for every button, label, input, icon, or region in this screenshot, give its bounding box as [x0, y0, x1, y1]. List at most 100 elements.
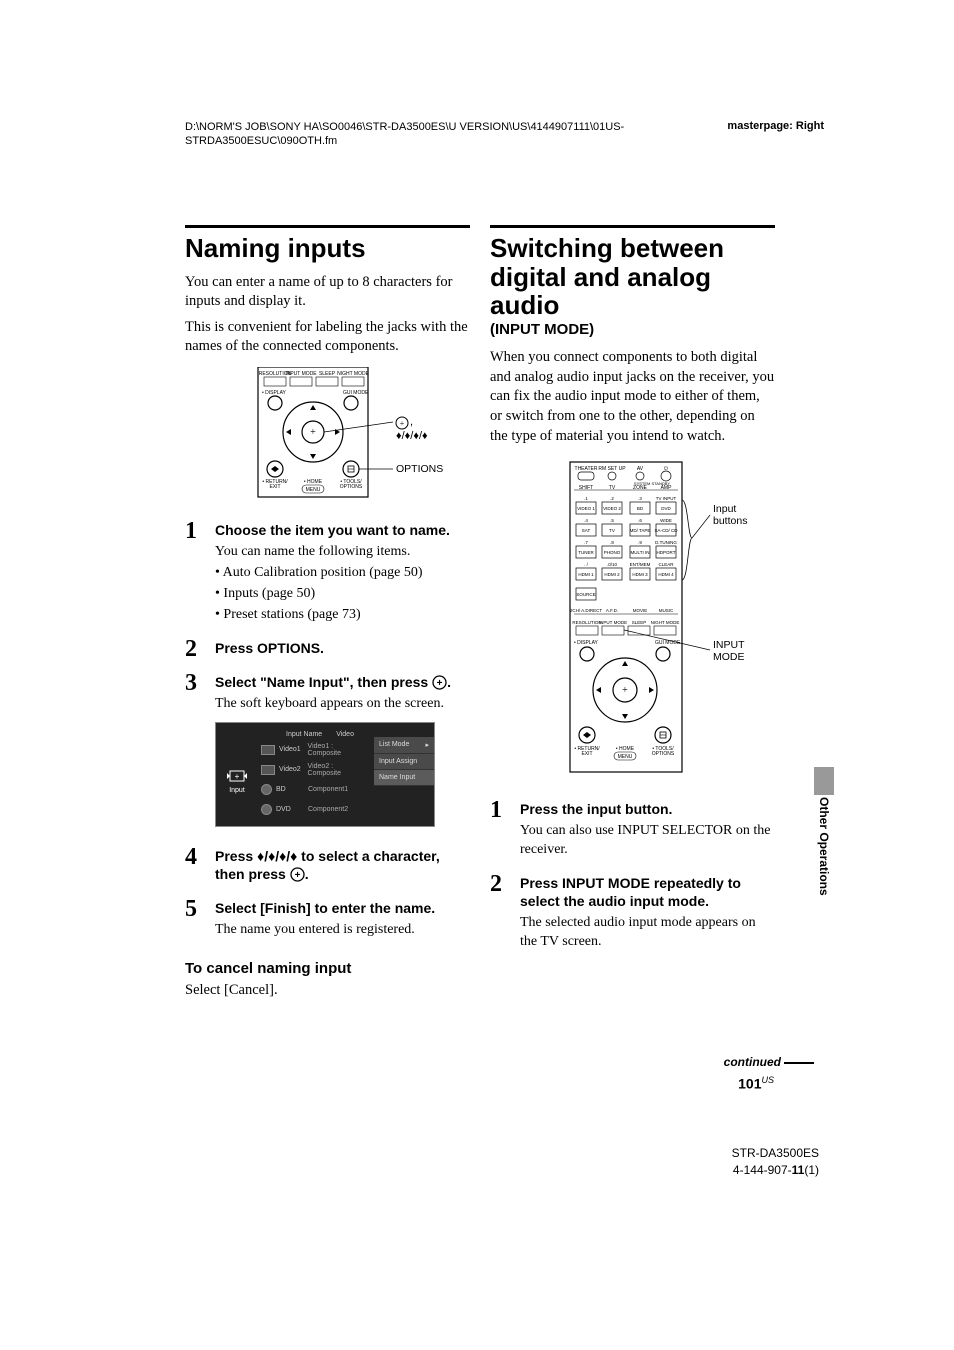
side-tab-marker: [814, 767, 834, 795]
svg-text:D.TUNING: D.TUNING: [655, 540, 677, 545]
svg-text:INPUT MODE: INPUT MODE: [285, 371, 317, 377]
page-number: 101US: [738, 1075, 774, 1092]
svg-text:GUI MODE: GUI MODE: [655, 640, 681, 646]
svg-text:OPTIONS: OPTIONS: [652, 751, 675, 757]
svg-text:ENT/MEM: ENT/MEM: [630, 562, 651, 567]
svg-text:+: +: [437, 678, 443, 689]
kb-header-name: Input Name: [286, 731, 322, 738]
step-title: Select [Finish] to enter the name.: [215, 899, 470, 917]
svg-text:WIDE: WIDE: [660, 518, 672, 523]
svg-text:• HOME: • HOME: [616, 746, 635, 752]
svg-text:MULTI IN: MULTI IN: [631, 550, 650, 555]
svg-text:CLEAR: CLEAR: [658, 562, 674, 567]
svg-text:TV: TV: [609, 485, 616, 491]
soft-keyboard-screenshot: Input Name Video + Input Video1Video1 : …: [215, 722, 435, 827]
step-r1: 1 Press the input button. You can also u…: [490, 798, 775, 862]
step-number: 2: [490, 872, 510, 954]
step-body-text: The selected audio input mode appears on…: [520, 914, 775, 952]
step-number: 1: [490, 798, 510, 862]
svg-text:AMP: AMP: [661, 485, 673, 491]
svg-text:HDMI 1: HDMI 1: [578, 572, 594, 577]
svg-text:.7: .7: [584, 540, 588, 545]
svg-text:SLEEP: SLEEP: [318, 371, 335, 377]
svg-text:HDMI 3: HDMI 3: [632, 572, 648, 577]
svg-text:MENU: MENU: [305, 487, 320, 493]
side-tab-label: Other Operations: [817, 797, 831, 896]
svg-text:Input: Input: [713, 503, 736, 515]
svg-text:AV: AV: [637, 466, 644, 472]
step-number: 3: [185, 671, 205, 835]
bullet: • Inputs (page 50): [215, 585, 470, 604]
svg-text:TV: TV: [609, 528, 615, 533]
file-path: D:\NORM'S JOB\SONY HA\SO0046\STR-DA3500E…: [185, 120, 775, 149]
step-3: 3 Select "Name Input", then press +. The…: [185, 671, 470, 835]
svg-text:TUNER: TUNER: [578, 550, 594, 555]
kb-header-val: Video: [336, 731, 354, 738]
svg-text:DVD: DVD: [661, 506, 671, 511]
footer-model: STR-DA3500ES 4-144-907-11(1): [732, 1145, 819, 1179]
step-title: Press OPTIONS.: [215, 639, 470, 657]
step-number: 5: [185, 897, 205, 942]
svg-text:.1: .1: [584, 496, 588, 501]
svg-text:.3: .3: [638, 496, 642, 501]
remote-diagram-full: THEATER RM SET UP AV ⏻ SYSTEM STANDBY SH…: [510, 460, 770, 780]
step-title: Press INPUT MODE repeatedly to select th…: [520, 874, 775, 910]
step-body-text: You can also use INPUT SELECTOR on the r…: [520, 822, 775, 860]
svg-text:• HOME: • HOME: [303, 479, 322, 485]
svg-text:OPTIONS: OPTIONS: [396, 463, 443, 475]
step-body-text: The soft keyboard appears on the screen.: [215, 695, 470, 714]
svg-text:MODE: MODE: [713, 651, 745, 663]
step-body-text: The name you entered is registered.: [215, 921, 470, 940]
bullet: • Preset stations (page 73): [215, 606, 470, 625]
svg-text:RESOLUTION: RESOLUTION: [572, 620, 601, 625]
svg-text:+: +: [294, 870, 300, 881]
enter-icon: +: [432, 675, 447, 690]
right-title: Switching between digital and analog aud…: [490, 225, 775, 338]
svg-text:RM SET UP: RM SET UP: [598, 466, 626, 472]
step-1: 1 Choose the item you want to name. You …: [185, 519, 470, 627]
svg-text:• DISPLAY: • DISPLAY: [574, 640, 599, 646]
svg-text:EXIT: EXIT: [269, 484, 280, 490]
svg-text:TV INPUT: TV INPUT: [656, 496, 677, 501]
svg-text:EXIT: EXIT: [581, 751, 592, 757]
right-intro: When you connect components to both digi…: [490, 348, 775, 446]
continued-label: continued: [724, 1055, 814, 1069]
svg-text:SAT: SAT: [582, 528, 591, 533]
svg-text:+: +: [622, 685, 628, 696]
svg-text:MUSIC: MUSIC: [659, 608, 674, 613]
svg-text:HDMI 2: HDMI 2: [604, 572, 620, 577]
cancel-body: Select [Cancel].: [185, 981, 470, 1001]
svg-text:MD/ TAPE: MD/ TAPE: [630, 528, 651, 533]
svg-text:VIDEO 2: VIDEO 2: [603, 506, 621, 511]
step-title: Press ♦/♦/♦/♦ to select a character, the…: [215, 847, 470, 883]
left-column: Naming inputs You can enter a name of up…: [185, 225, 470, 1007]
svg-text:MOVIE: MOVIE: [633, 608, 648, 613]
svg-text:.2: .2: [610, 496, 614, 501]
svg-text:VIDEO 1: VIDEO 1: [577, 506, 595, 511]
svg-text:THEATER: THEATER: [575, 466, 598, 472]
svg-text:2CH/ A.DIRECT: 2CH/ A.DIRECT: [570, 608, 603, 613]
svg-text:GUI MODE: GUI MODE: [343, 390, 369, 396]
svg-text:.6: .6: [638, 518, 642, 523]
svg-text:.0/10: .0/10: [607, 562, 618, 567]
svg-text:INPUT: INPUT: [713, 639, 745, 651]
side-tab: Other Operations: [814, 783, 834, 933]
svg-text:SLEEP: SLEEP: [632, 620, 647, 625]
bullet: • Auto Calibration position (page 50): [215, 564, 470, 583]
svg-text:,: ,: [410, 416, 413, 428]
step-r2: 2 Press INPUT MODE repeatedly to select …: [490, 872, 775, 954]
step-body-text: You can name the following items.: [215, 543, 470, 562]
svg-text:BD: BD: [637, 506, 644, 511]
kb-context-menu: List Mode▸ Input Assign Name Input: [374, 737, 434, 786]
step-title: Press the input button.: [520, 800, 775, 818]
svg-text:MENU: MENU: [618, 754, 633, 760]
right-column: Switching between digital and analog aud…: [490, 225, 775, 1007]
svg-text:♦/♦/♦/♦: ♦/♦/♦/♦: [396, 430, 428, 442]
svg-text:HDPORT: HDPORT: [657, 550, 676, 555]
svg-text:PHONO: PHONO: [604, 550, 621, 555]
step-number: 2: [185, 637, 205, 661]
step-number: 4: [185, 845, 205, 887]
svg-text:OPTIONS: OPTIONS: [339, 484, 362, 490]
step-5: 5 Select [Finish] to enter the name. The…: [185, 897, 470, 942]
svg-text:+: +: [399, 419, 404, 428]
